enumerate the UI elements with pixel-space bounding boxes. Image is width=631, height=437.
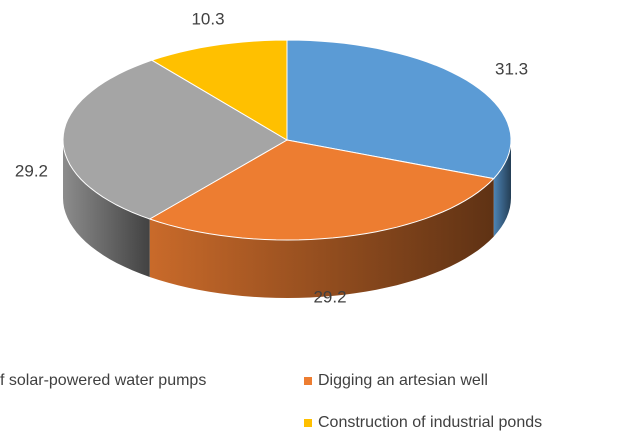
slice-side xyxy=(149,178,494,298)
slice xyxy=(150,39,288,141)
legend-swatch xyxy=(304,377,312,385)
slice xyxy=(62,59,288,220)
legend-swatch xyxy=(304,419,312,427)
data-label: 29.2 xyxy=(313,287,346,306)
slice xyxy=(286,39,512,180)
data-label: 10.3 xyxy=(191,9,224,28)
legend-label: Digging an artesian well xyxy=(318,372,488,389)
data-label: 31.3 xyxy=(495,59,528,78)
data-label: 29.2 xyxy=(15,161,48,180)
legend-label: Construction of industrial ponds xyxy=(318,414,542,431)
slice-side xyxy=(63,140,150,277)
legend-label: f solar-powered water pumps xyxy=(0,372,206,389)
slice-side xyxy=(493,140,511,237)
slice xyxy=(148,139,495,241)
